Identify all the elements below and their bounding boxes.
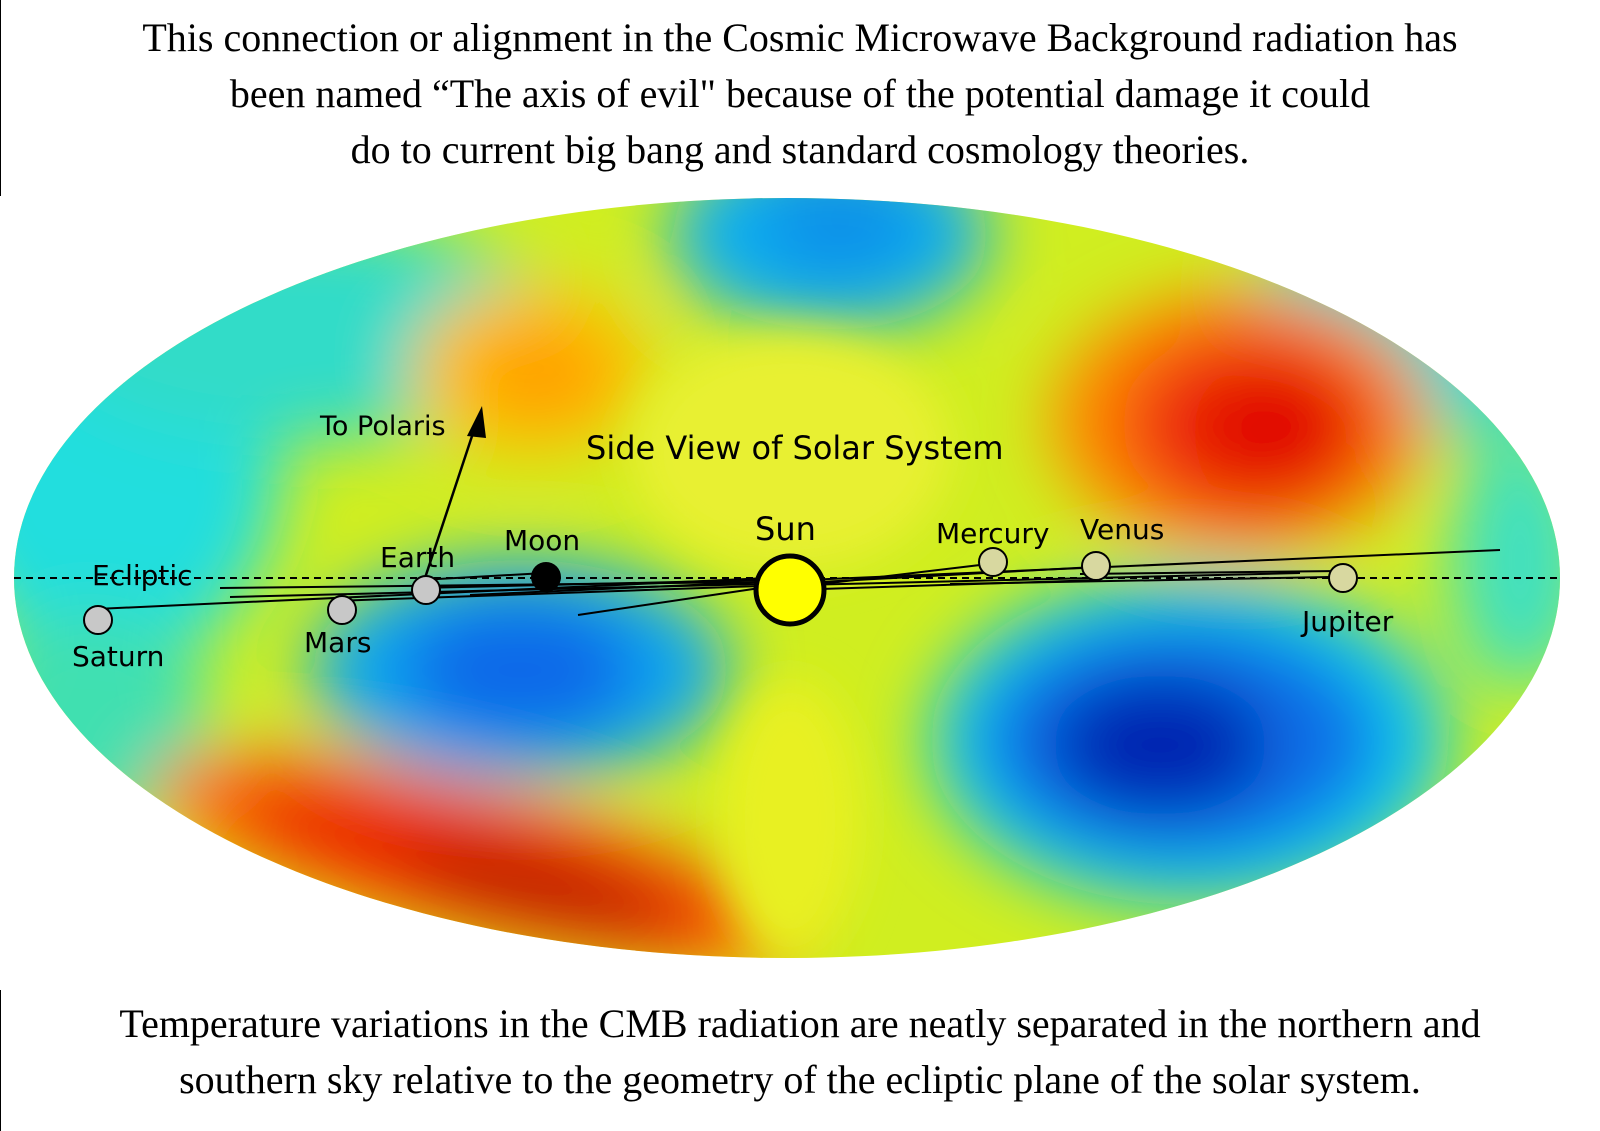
ecliptic-label: Ecliptic xyxy=(92,559,193,592)
orbit-lines xyxy=(95,549,1501,616)
mercury-icon xyxy=(978,547,1008,577)
moon-label: Moon xyxy=(504,524,580,557)
top-caption: This connection or alignment in the Cosm… xyxy=(0,10,1600,178)
top-caption-line-2: been named “The axis of evil" because of… xyxy=(229,71,1371,116)
jupiter-icon xyxy=(1328,563,1358,593)
moon-icon xyxy=(531,562,561,592)
diagram-heading: Side View of Solar System xyxy=(586,429,1004,467)
venus-icon xyxy=(1081,551,1111,581)
mars-icon xyxy=(327,595,357,625)
top-caption-line-3: do to current big bang and standard cosm… xyxy=(350,127,1250,172)
bottom-caption-line-1: Temperature variations in the CMB radiat… xyxy=(119,1001,1481,1046)
polaris-label: To Polaris xyxy=(319,411,446,442)
left-border-top xyxy=(0,0,1,196)
left-border-bottom xyxy=(0,990,1,1131)
earth-label: Earth xyxy=(380,541,455,574)
venus-label: Venus xyxy=(1080,513,1164,546)
bottom-caption: Temperature variations in the CMB radiat… xyxy=(0,996,1600,1108)
jupiter-label: Jupiter xyxy=(1300,605,1394,638)
saturn-label: Saturn xyxy=(72,640,164,673)
mercury-label: Mercury xyxy=(936,517,1050,550)
earth-icon xyxy=(411,575,441,605)
saturn-icon xyxy=(83,605,113,635)
sun-icon xyxy=(753,553,827,627)
bottom-caption-line-2: southern sky relative to the geometry of… xyxy=(179,1057,1421,1102)
top-caption-line-1: This connection or alignment in the Cosm… xyxy=(142,15,1458,60)
polaris-arrow xyxy=(423,406,486,579)
mars-label: Mars xyxy=(304,626,371,659)
sun-label: Sun xyxy=(755,510,816,548)
